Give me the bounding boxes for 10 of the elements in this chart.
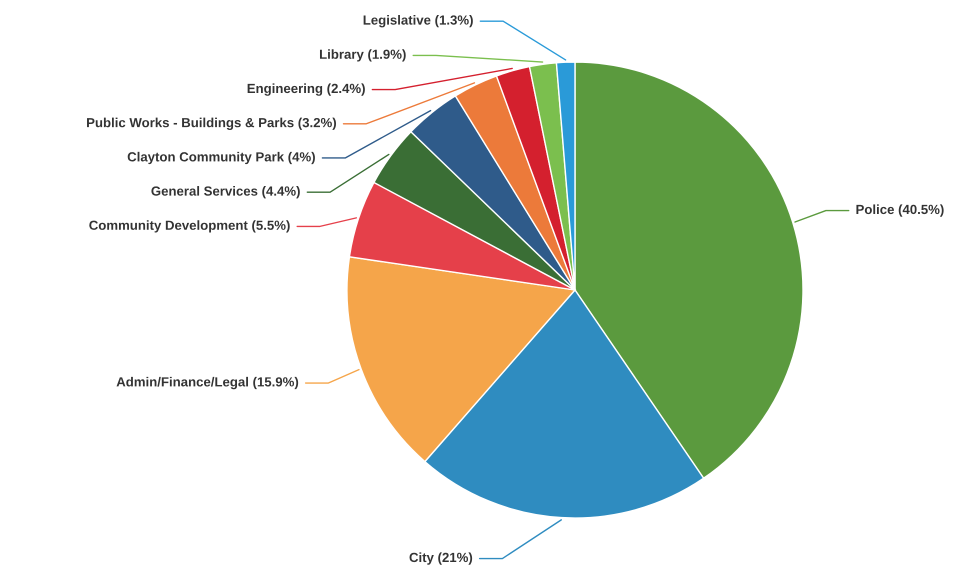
slice-label: Library (1.9%) (320, 49, 406, 62)
slice-label: Community Development (5.5%) (89, 220, 290, 233)
slice-label: General Services (4.4%) (151, 186, 300, 198)
slice-label: Engineering (2.4%) (248, 83, 365, 96)
slice-label: Public Works - Buildings & Parks (3.2%) (87, 118, 336, 130)
slice-label: Admin/Finance/Legal (15.9%) (116, 376, 298, 390)
slice-label: Clayton Community Park (4%) (128, 152, 315, 164)
slice-label: Legislative (1.3%) (364, 15, 473, 28)
slice-label: Police (40.5%) (856, 204, 944, 217)
slice-label: City (21%) (410, 552, 472, 565)
